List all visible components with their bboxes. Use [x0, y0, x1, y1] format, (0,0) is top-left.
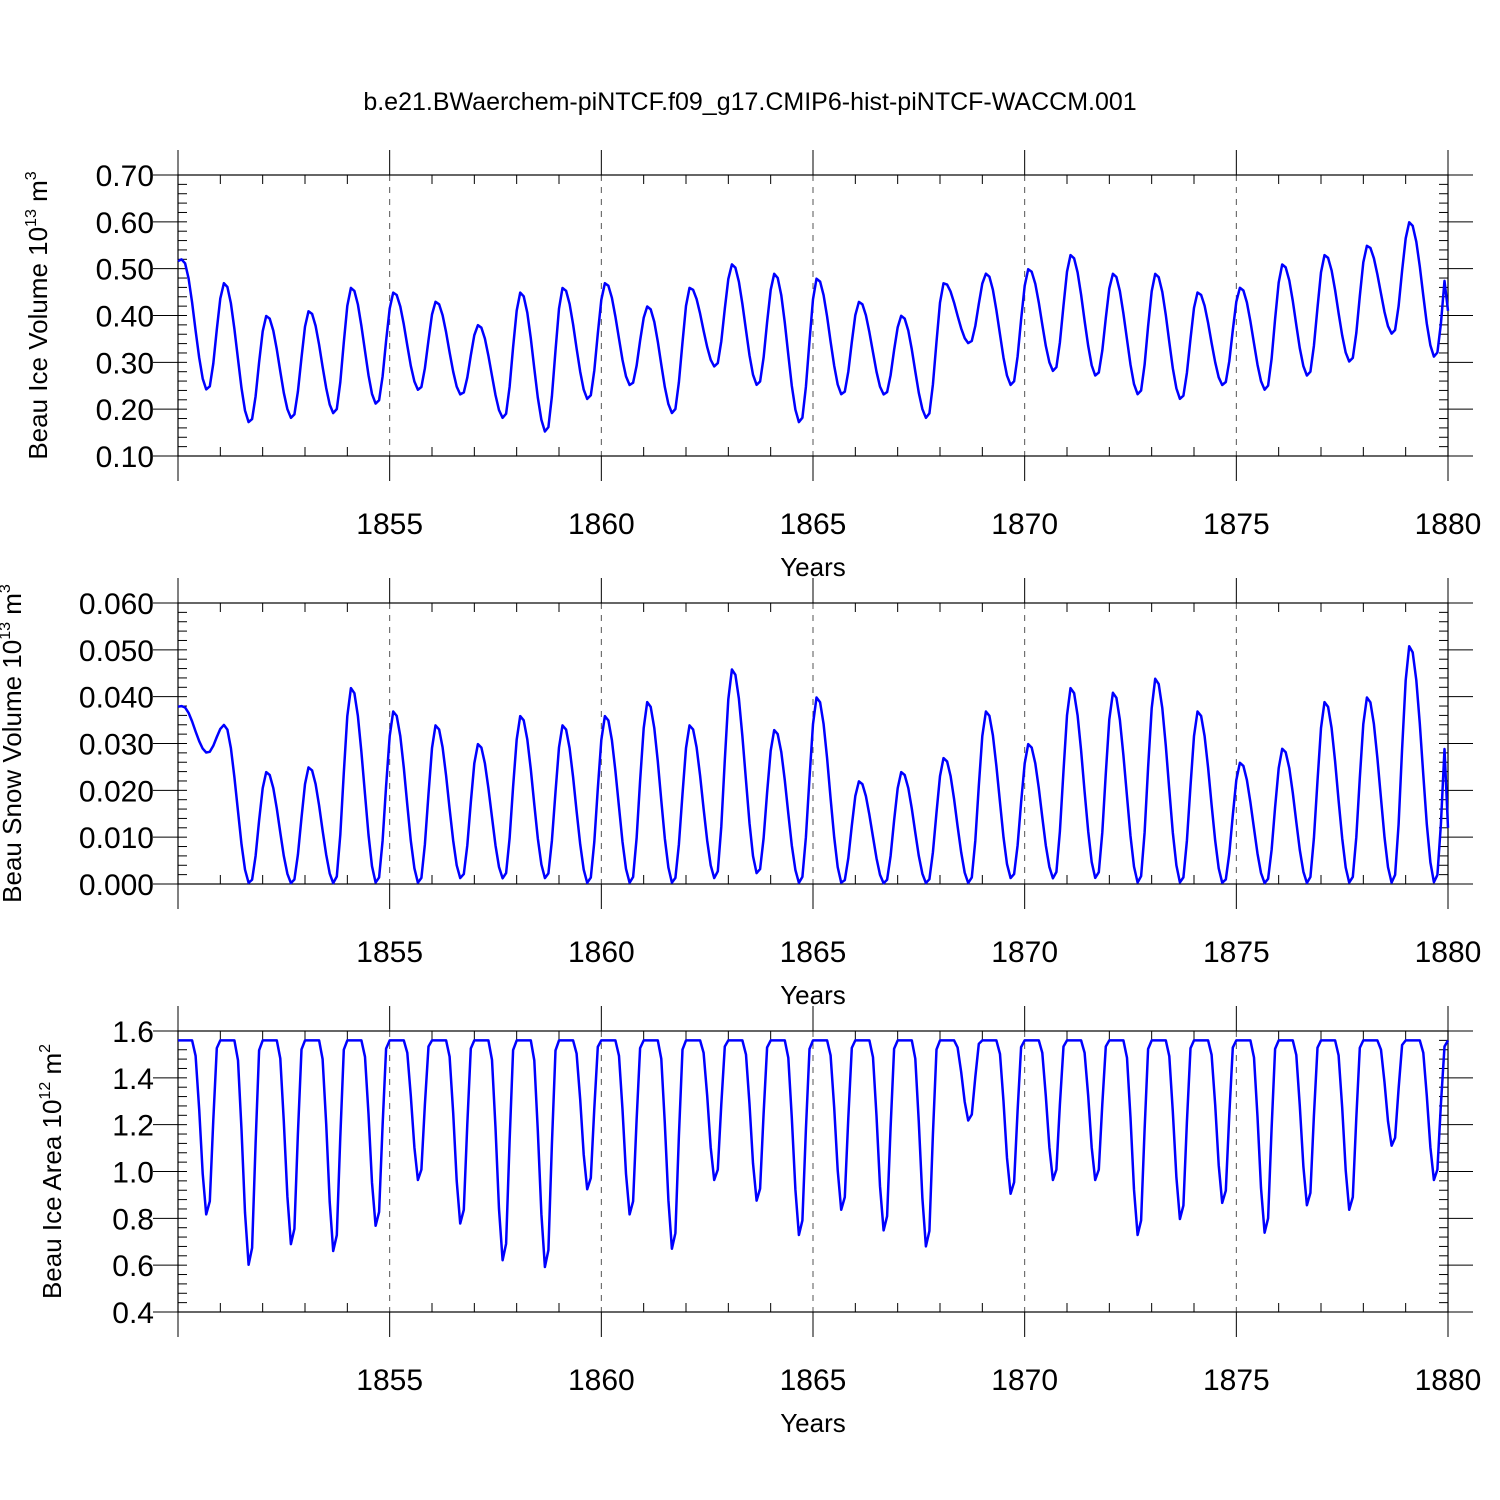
x-tick-label: 1855: [356, 1364, 423, 1397]
y-tick-label: 0.050: [79, 635, 154, 668]
x-tick-label: 1870: [991, 936, 1058, 969]
y-tick-label: 1.4: [112, 1063, 154, 1096]
x-tick-label: 1875: [1203, 508, 1270, 541]
y-tick-label: 0.020: [79, 775, 154, 808]
series-line: [177, 644, 1450, 885]
panels: 0.10 0.20 0.30 0.40 0.50 0.60 0.70 1855 1860 1865…: [0, 150, 1481, 1438]
y-tick-label: 0.30: [96, 347, 154, 380]
x-tick-label: 1860: [568, 1364, 635, 1397]
x-tick-label: 1865: [780, 508, 847, 541]
x-tick-label: 1870: [991, 1364, 1058, 1397]
y-tick-label: 0.030: [79, 729, 154, 762]
series-line: [178, 1039, 1450, 1269]
panel-ice-area: 0.4 0.6 0.8 1.0 1.2 1.4 1.6 1855 1860 1865 1870 187…: [37, 1006, 1481, 1438]
panel-ice-volume: 0.10 0.20 0.30 0.40 0.50 0.60 0.70 1855 1860 1865…: [23, 150, 1481, 582]
y-tick-label: 0.040: [79, 682, 154, 715]
y-axis-title: Beau Ice Volume 1013 m3: [23, 171, 53, 459]
y-tick-label: 0.6: [112, 1250, 154, 1283]
y-tick-label: 0.70: [96, 160, 154, 193]
plot-frame: [177, 1030, 1449, 1313]
plot-frame: [177, 602, 1449, 885]
plot-frame: [177, 174, 1449, 457]
x-tick-label: 1880: [1415, 936, 1482, 969]
x-tick-label: 1860: [568, 508, 635, 541]
x-tick-label: 1865: [780, 1364, 847, 1397]
y-axis-title: Beau Snow Volume 1013 m3: [0, 584, 27, 903]
x-axis-title: Years: [780, 552, 846, 582]
x-tick-label: 1875: [1203, 936, 1270, 969]
y-tick-label: 0.8: [112, 1203, 154, 1236]
y-tick-label: 0.010: [79, 822, 154, 855]
figure-title: b.e21.BWaerchem-piNTCF.f09_g17.CMIP6-his…: [363, 88, 1136, 116]
series-line: [177, 221, 1450, 433]
x-tick-label: 1865: [780, 936, 847, 969]
x-tick-label: 1855: [356, 508, 423, 541]
y-tick-label: 0.060: [79, 588, 154, 621]
x-tick-label: 1870: [991, 508, 1058, 541]
x-axis-title: Years: [780, 980, 846, 1010]
y-tick-label: 0.000: [79, 869, 154, 902]
y-tick-label: 0.50: [96, 254, 154, 287]
y-tick-label: 0.40: [96, 301, 154, 334]
panel-snow-volume: 0.000 0.010 0.020 0.030 0.040 0.050 0.060 1855 1…: [0, 578, 1481, 1010]
y-tick-label: 0.60: [96, 207, 154, 240]
y-tick-label: 1.0: [112, 1157, 154, 1190]
y-tick-label: 0.10: [96, 441, 154, 474]
y-tick-label: 1.2: [112, 1110, 154, 1143]
x-tick-label: 1875: [1203, 1364, 1270, 1397]
y-tick-label: 0.4: [112, 1297, 154, 1330]
x-tick-label: 1860: [568, 936, 635, 969]
x-tick-label: 1880: [1415, 1364, 1482, 1397]
x-tick-label: 1855: [356, 936, 423, 969]
x-tick-label: 1880: [1415, 508, 1482, 541]
y-tick-label: 1.6: [112, 1016, 154, 1049]
y-tick-label: 0.20: [96, 394, 154, 427]
x-axis-title: Years: [780, 1408, 846, 1438]
y-axis-title: Beau Ice Area 1012 m2: [37, 1044, 67, 1299]
